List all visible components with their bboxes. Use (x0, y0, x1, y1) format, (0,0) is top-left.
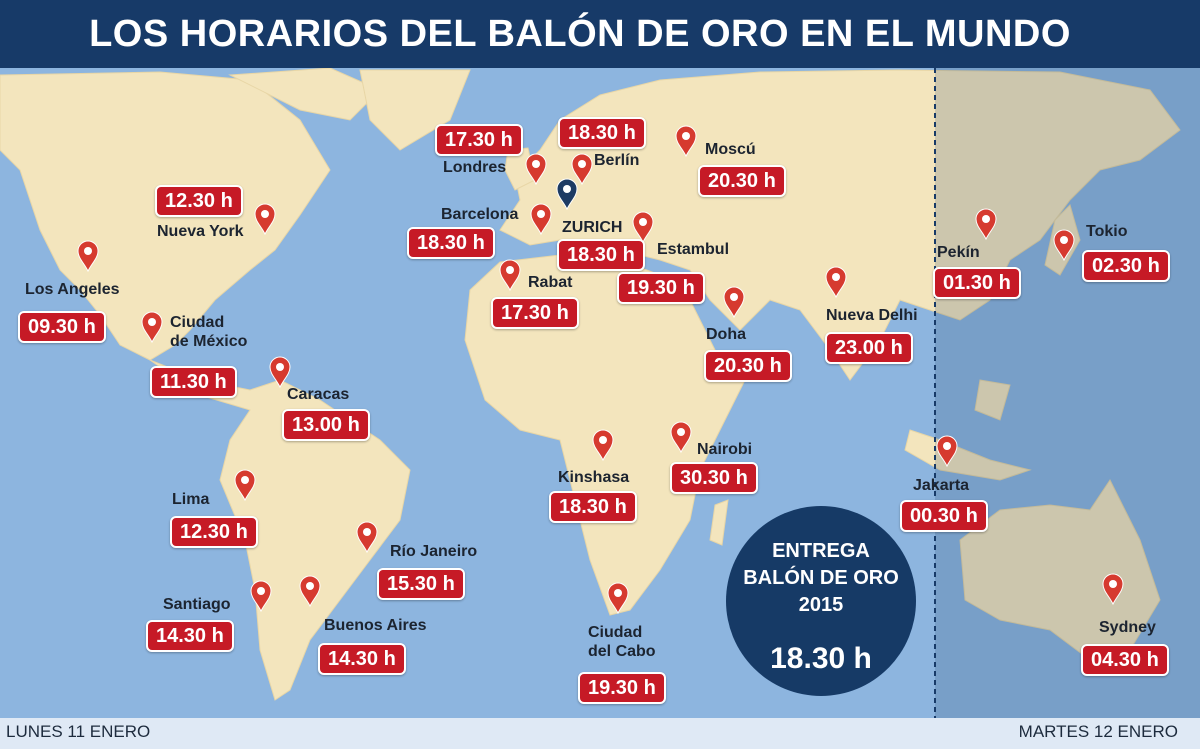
city-name: Doha (706, 326, 746, 343)
award-badge: ENTREGA BALÓN DE ORO 2015 18.30 h (726, 506, 916, 696)
title-bar (0, 0, 1200, 68)
city-pin (571, 153, 593, 186)
city-pin (825, 266, 847, 299)
city-name: Río Janeiro (390, 543, 478, 560)
city-time: 00.30 h (900, 500, 988, 532)
city-time: 17.30 h (435, 124, 523, 156)
city-name: Ciudad de México (170, 314, 248, 350)
city-time: 17.30 h (491, 297, 579, 329)
city-pin (250, 580, 272, 613)
city-time: 01.30 h (933, 267, 1021, 299)
city-pin (607, 582, 629, 615)
city-pin (723, 286, 745, 319)
city-name: Kinshasa (558, 469, 630, 486)
city-pin (254, 203, 276, 236)
city-time: 30.30 h (670, 462, 758, 494)
city-pin (269, 356, 291, 389)
city-pin (975, 208, 997, 241)
city-time: 20.30 h (698, 165, 786, 197)
city-name: Londres (443, 159, 507, 176)
city-pin (499, 259, 521, 292)
city-name: Tokio (1086, 223, 1128, 240)
city-pin (632, 211, 654, 244)
city-name: Ciudad del Cabo (588, 624, 656, 660)
city-name: Nueva Delhi (826, 307, 918, 324)
city-pin (556, 178, 578, 211)
city-name: Nairobi (697, 441, 753, 458)
city-time: 12.30 h (170, 516, 258, 548)
city-name: Buenos Aires (324, 617, 427, 634)
city-time: 20.30 h (704, 350, 792, 382)
footer-left: LUNES 11 ENERO (6, 722, 151, 741)
footer-right: MARTES 12 ENERO (1018, 722, 1178, 741)
city-pin (299, 575, 321, 608)
city-pin (234, 469, 256, 502)
city-name: Berlín (594, 152, 640, 169)
city-pin (356, 521, 378, 554)
city-name: Moscú (705, 141, 756, 158)
city-time: 18.30 h (407, 227, 495, 259)
badge-time: 18.30 h (770, 642, 872, 675)
city-pin (1102, 573, 1124, 606)
next-day-zone (935, 68, 1200, 718)
title: LOS HORARIOS DEL BALÓN DE ORO EN EL MUND… (89, 13, 1071, 55)
city-name: Lima (172, 491, 210, 508)
city-pin (530, 203, 552, 236)
city-time: 11.30 h (150, 366, 237, 398)
city-time: 23.00 h (825, 332, 913, 364)
city-name: Rabat (528, 274, 573, 291)
city-name: Pekín (937, 244, 980, 261)
city-time: 13.00 h (282, 409, 370, 441)
city-pin (675, 125, 697, 158)
city-time: 14.30 h (318, 643, 406, 675)
city-time: 09.30 h (18, 311, 106, 343)
city-time: 18.30 h (558, 117, 646, 149)
city-name: Santiago (163, 596, 231, 613)
city-name: Nueva York (157, 223, 244, 240)
city-pin (1053, 229, 1075, 262)
badge-label: ENTREGA BALÓN DE ORO 2015 (743, 540, 899, 616)
city-name: Caracas (287, 386, 350, 403)
city-time: 02.30 h (1082, 250, 1170, 282)
city-name: Jakarta (913, 477, 970, 494)
city-name: Estambul (657, 241, 730, 258)
city-name: Los Angeles (25, 281, 120, 298)
city-name: ZURICH (562, 219, 623, 236)
city-pin (77, 240, 99, 273)
city-time: 19.30 h (617, 272, 705, 304)
city-pin (592, 429, 614, 462)
city-time: 14.30 h (146, 620, 234, 652)
city-time: 15.30 h (377, 568, 465, 600)
city-time: 18.30 h (549, 491, 637, 523)
city-pin (141, 311, 163, 344)
city-time: 12.30 h (155, 185, 243, 217)
city-time: 19.30 h (578, 672, 666, 704)
city-pin (936, 435, 958, 468)
city-name: Sydney (1099, 619, 1156, 636)
city-pin (670, 421, 692, 454)
city-time: 18.30 h (557, 239, 645, 271)
footer-bar (0, 718, 1200, 749)
city-name: Barcelona (441, 206, 519, 223)
city-time: 04.30 h (1081, 644, 1169, 676)
city-pin (525, 153, 547, 186)
